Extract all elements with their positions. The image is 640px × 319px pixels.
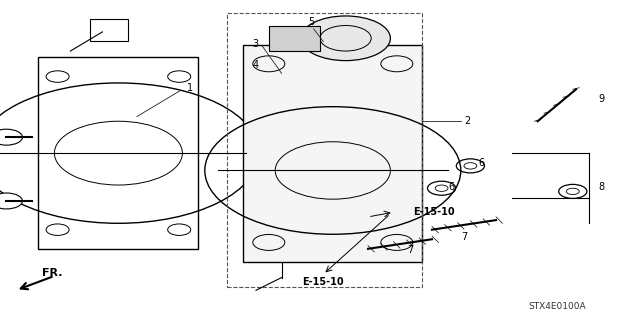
Polygon shape [243,45,422,262]
Text: E-15-10: E-15-10 [413,207,454,217]
Text: 6: 6 [448,182,454,192]
Text: E-15-10: E-15-10 [302,277,344,287]
Text: 5: 5 [308,17,315,27]
Text: 4: 4 [253,60,259,70]
Text: FR.: FR. [42,268,62,278]
Circle shape [0,193,22,209]
Text: 7: 7 [461,232,467,242]
Text: 6: 6 [479,158,485,168]
Text: 2: 2 [464,116,470,126]
Text: 9: 9 [598,94,605,104]
Text: 8: 8 [598,182,605,192]
Text: 1: 1 [187,83,193,93]
Polygon shape [269,26,320,51]
Text: 7: 7 [408,245,414,256]
Circle shape [0,129,22,145]
Text: 3: 3 [253,39,259,49]
Text: STX4E0100A: STX4E0100A [528,302,586,311]
Circle shape [301,16,390,61]
